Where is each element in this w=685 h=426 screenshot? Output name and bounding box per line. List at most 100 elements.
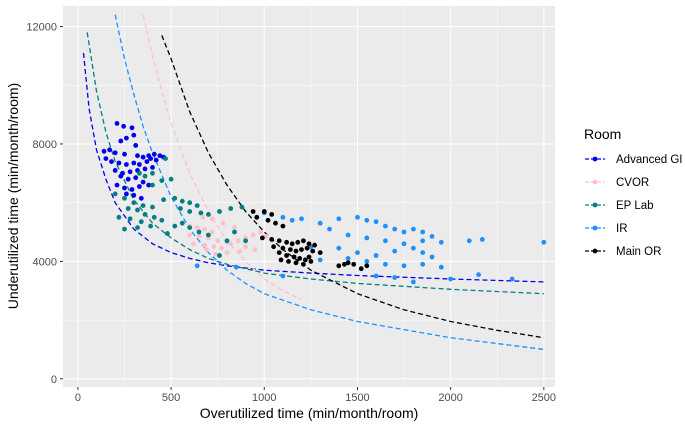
point-advanced-gi	[140, 179, 146, 185]
point-ir	[411, 245, 416, 251]
point-cvor	[209, 216, 215, 222]
point-advanced-gi	[129, 125, 135, 131]
point-ir	[373, 273, 379, 279]
point-main-or	[276, 238, 282, 244]
point-main-or	[250, 209, 256, 214]
point-ir	[364, 259, 370, 264]
point-ep-lab	[159, 217, 165, 223]
point-ir	[383, 223, 388, 229]
point-advanced-gi	[101, 148, 107, 154]
point-ep-lab	[187, 225, 193, 231]
point-ir	[317, 220, 323, 226]
point-ir	[289, 217, 295, 223]
point-main-or	[301, 261, 306, 267]
point-ep-lab	[122, 226, 127, 232]
point-ep-lab	[142, 212, 148, 217]
point-ir	[420, 261, 426, 267]
point-ir	[420, 238, 426, 244]
point-cvor	[224, 250, 230, 256]
point-ep-lab	[131, 200, 137, 206]
point-advanced-gi	[107, 147, 112, 153]
point-main-or	[254, 214, 260, 220]
point-ir	[336, 216, 342, 222]
point-cvor	[219, 245, 224, 251]
point-main-or	[308, 259, 314, 264]
point-main-or	[284, 253, 289, 258]
point-ir	[233, 264, 239, 270]
point-ep-lab	[187, 209, 193, 214]
point-main-or	[261, 209, 267, 214]
y-axis-title: Underutilized time (min/month/room)	[5, 83, 21, 309]
point-main-or	[293, 248, 299, 254]
point-ep-lab	[179, 220, 185, 226]
data-points	[101, 121, 547, 285]
point-ir	[383, 261, 388, 267]
point-advanced-gi	[103, 156, 109, 162]
point-ep-lab	[172, 195, 178, 201]
point-ep-lab	[122, 195, 127, 201]
point-ep-lab	[140, 203, 146, 209]
point-main-or	[306, 254, 312, 260]
point-cvor	[215, 238, 221, 244]
point-ep-lab	[243, 238, 249, 244]
y-tick-label: 0	[51, 374, 57, 386]
point-advanced-gi	[137, 184, 142, 189]
legend-key-point-advanced-gi	[592, 156, 598, 162]
point-advanced-gi	[124, 135, 129, 141]
point-advanced-gi	[122, 185, 127, 191]
point-ep-lab	[150, 182, 155, 188]
point-ir	[401, 263, 407, 269]
point-ir	[401, 241, 407, 247]
point-main-or	[302, 257, 308, 263]
point-main-or	[295, 239, 301, 245]
point-main-or	[269, 212, 275, 217]
point-advanced-gi	[133, 175, 139, 181]
point-ir	[373, 253, 379, 258]
point-ep-lab	[127, 216, 133, 222]
point-ir	[448, 276, 453, 282]
x-axis-ticks: 0 500 1000 1500 2000 2500	[75, 387, 556, 404]
point-ir	[509, 276, 515, 282]
point-cvor	[194, 225, 200, 231]
point-ep-lab	[163, 156, 168, 162]
point-ep-lab	[228, 206, 234, 211]
point-advanced-gi	[150, 165, 155, 170]
point-ep-lab	[125, 206, 131, 211]
legend-label-ep-lab: EP Lab	[616, 200, 654, 212]
point-main-or	[342, 261, 347, 267]
point-ir	[476, 272, 481, 277]
point-advanced-gi	[122, 151, 127, 157]
point-advanced-gi	[118, 173, 124, 179]
point-ir	[317, 257, 323, 263]
point-advanced-gi	[131, 192, 137, 198]
point-ep-lab	[148, 223, 154, 229]
point-advanced-gi	[157, 153, 163, 159]
legend-key-point-ir	[592, 225, 598, 231]
point-ep-lab	[232, 229, 237, 235]
curve-main-or	[161, 35, 544, 339]
point-ep-lab	[178, 206, 183, 211]
point-advanced-gi	[121, 123, 126, 129]
point-ir	[479, 237, 485, 242]
point-ir	[280, 214, 286, 220]
point-main-or	[317, 250, 323, 256]
point-cvor	[250, 232, 256, 238]
point-ep-lab	[206, 212, 211, 217]
point-cvor	[235, 238, 241, 244]
point-ep-lab	[138, 219, 144, 225]
x-tick-label: 0	[75, 392, 81, 404]
point-cvor	[243, 244, 249, 250]
point-cvor	[232, 225, 237, 231]
point-main-or	[301, 238, 306, 244]
point-ir	[194, 263, 200, 269]
point-advanced-gi	[133, 143, 139, 148]
legend: Room Advanced GI CVOR EP Lab IR Main OR	[584, 126, 682, 262]
point-main-or	[291, 254, 297, 260]
point-main-or	[278, 257, 284, 263]
point-ir	[373, 219, 379, 225]
point-main-or	[276, 250, 282, 256]
legend-label-ir: IR	[616, 223, 628, 235]
point-cvor	[213, 251, 219, 257]
point-ep-lab	[159, 178, 165, 184]
